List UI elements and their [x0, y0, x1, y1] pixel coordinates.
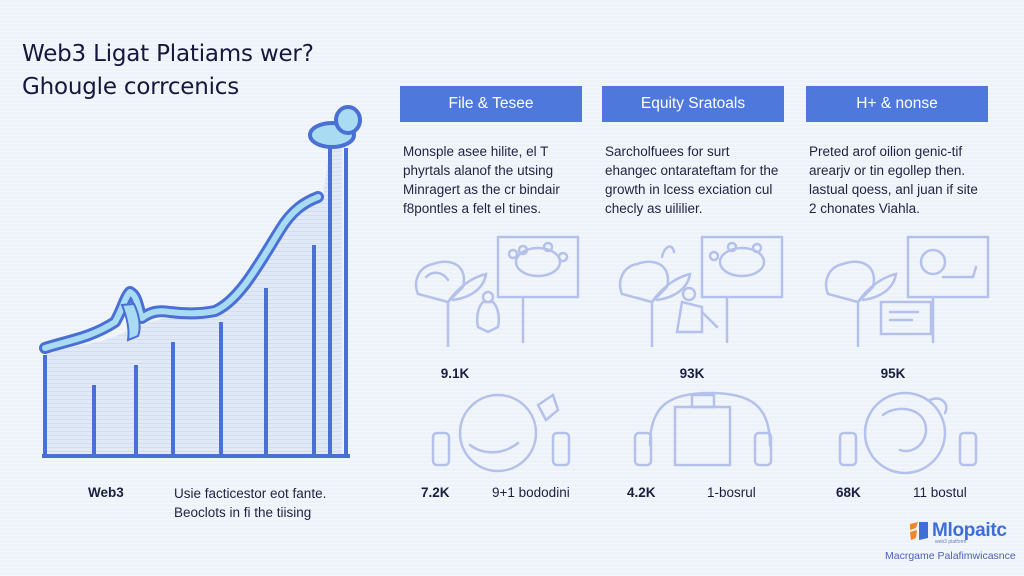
globe-sketch-icon — [418, 385, 598, 480]
chart-label: Web3 — [88, 485, 124, 500]
earth-sketch-icon — [825, 385, 1005, 480]
column-description: Monsple asee hilite, el T phyrtals alano… — [403, 144, 560, 216]
title-line-2: Ghougle corrcenics — [22, 74, 240, 100]
stat-value: 7.2K — [421, 485, 450, 500]
column-nonse: H+ & nonse Preted arof oilion genic-tif … — [806, 86, 988, 218]
logo-sub: web3 platform — [935, 539, 967, 545]
chart-description: Usie facticestor eot fante. Beoclots in … — [174, 486, 327, 520]
brand-logo: Mlopaitc — [908, 520, 1007, 542]
plant-board-monitor-sketch-icon — [808, 232, 1008, 349]
metric-value: 95K — [880, 366, 906, 381]
logo-tagline: Macrgame Palafimwicasnce — [885, 550, 1016, 562]
stat-value: 4.2K — [627, 485, 656, 500]
logo-name: Mlopaitc — [932, 520, 1007, 541]
column-description: Sarcholfuees for surt ehangec ontarateft… — [605, 144, 779, 216]
metric-value: 93K — [679, 366, 705, 381]
column-description: Preted arof oilion genic-tif arearjv or … — [809, 144, 978, 216]
stat-value: 68K — [836, 485, 861, 500]
stat-label: 9+1 bododini — [492, 485, 570, 500]
metric-value: 9.1K — [440, 366, 470, 381]
box-sketch-icon — [620, 385, 800, 480]
column-equity: Equity Sratoals Sarcholfuees for surt eh… — [602, 86, 784, 218]
h-nonse-button[interactable]: H+ & nonse — [806, 86, 988, 122]
plant-board-sketch-icon — [398, 232, 598, 349]
logo-mark-icon — [910, 522, 928, 540]
equity-sratoals-button[interactable]: Equity Sratoals — [602, 86, 784, 122]
stat-label: 1-bosrul — [707, 485, 756, 500]
title-line-1: Web3 Ligat Platiams wer? — [22, 41, 314, 67]
file-tesee-button[interactable]: File & Tesee — [400, 86, 582, 122]
growth-chart — [30, 100, 380, 480]
stat-label: 11 bostul — [913, 485, 967, 500]
page-title: Web3 Ligat Platiams wer? Ghougle corrcen… — [22, 38, 314, 104]
plant-board-person-sketch-icon — [602, 232, 802, 349]
growth-chart-icon — [39, 105, 362, 458]
column-file: File & Tesee Monsple asee hilite, el T p… — [400, 86, 582, 218]
